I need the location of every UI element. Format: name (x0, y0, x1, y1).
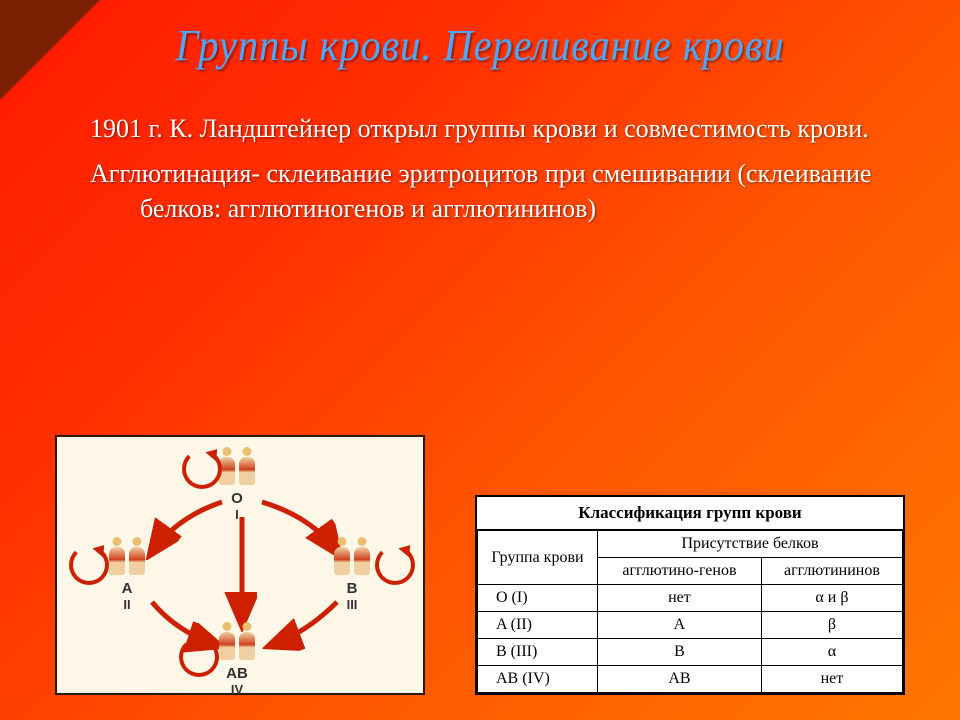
node-a-label: A (122, 580, 133, 597)
table-row: O (I) нет α и β (478, 585, 903, 612)
node-a: AII (107, 537, 147, 613)
transfusion-diagram: OI AII BIII ABIV (55, 435, 425, 695)
paragraph-1: 1901 г. К. Ландштейнер открыл группы кро… (90, 111, 890, 146)
node-o-sub: I (235, 507, 239, 522)
classification-table: Классификация групп крови Группа крови П… (475, 495, 905, 695)
self-arrow-a (69, 545, 109, 585)
self-arrow-b (375, 545, 415, 585)
node-a-sub: II (123, 597, 130, 612)
node-b-sub: III (347, 597, 358, 612)
table-title: Классификация групп крови (477, 497, 903, 530)
node-o: OI (217, 447, 257, 523)
th-agglutinogens: агглютино-генов (598, 558, 762, 585)
figures-row: OI AII BIII ABIV Классификация групп кро… (0, 435, 960, 695)
node-ab-label: AB (226, 665, 248, 682)
table-row: B (III) B α (478, 639, 903, 666)
self-arrow-o (182, 449, 222, 489)
node-b-label: B (347, 580, 358, 597)
node-b: BIII (332, 537, 372, 613)
table-row: A (II) A β (478, 612, 903, 639)
node-ab-sub: IV (231, 682, 243, 697)
body-text: 1901 г. К. Ландштейнер открыл группы кро… (90, 111, 890, 226)
self-arrow-ab (179, 637, 219, 677)
th-agglutinins: агглютининов (761, 558, 902, 585)
paragraph-2: Агглютинация- склеивание эритроцитов при… (90, 156, 890, 226)
node-o-label: O (231, 490, 243, 507)
th-proteins: Присутствие белков (598, 531, 903, 558)
node-ab: ABIV (217, 622, 257, 698)
blood-table: Группа крови Присутствие белков агглютин… (477, 530, 903, 693)
slide-title: Группы крови. Переливание крови (38, 0, 921, 71)
table-row: AB (IV) AB нет (478, 666, 903, 693)
th-group: Группа крови (478, 531, 598, 585)
